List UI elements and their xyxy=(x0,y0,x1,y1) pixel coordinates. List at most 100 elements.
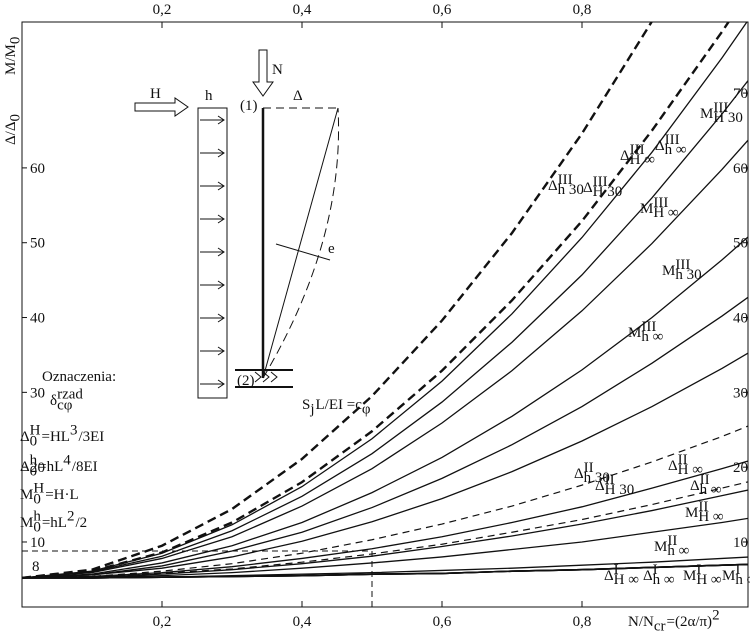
curve-label-sub: H ∞ xyxy=(614,572,639,588)
curve-label-sub: H 30 xyxy=(593,184,623,200)
load-arrow xyxy=(200,346,225,356)
curve-label-sup: II xyxy=(667,533,677,549)
curve-label: M xyxy=(654,539,667,555)
notes-title: Oznaczenia: xyxy=(42,369,116,385)
distributed-load xyxy=(200,115,225,389)
curve xyxy=(22,425,748,579)
curve-label: M xyxy=(700,106,713,122)
notes-item: =H·L xyxy=(45,487,78,503)
notes-item-sup: H xyxy=(33,481,44,497)
notes-item-sub: 0 xyxy=(33,492,41,508)
x-tick-label: 0,8 xyxy=(573,614,592,630)
notes-item-sup: h xyxy=(33,509,41,525)
curve xyxy=(22,489,748,579)
curve-label-sub: h ∞ xyxy=(667,543,689,559)
notes-item-sub: cφ xyxy=(57,398,73,414)
curve-label-sub: H ∞ xyxy=(698,509,723,525)
curve-label-sub: h 30 xyxy=(558,182,584,198)
chord xyxy=(262,107,339,379)
axial-arrow xyxy=(252,49,274,97)
column-diagram: H h N (1) (2) Δ e xyxy=(134,49,340,399)
curve-label-sup: III xyxy=(630,142,645,158)
curve-label-sub: h 30 xyxy=(675,267,701,283)
x-tick-label: 0,4 xyxy=(293,2,312,18)
x-axis-title: =(2α/π) xyxy=(667,614,713,630)
curve-label-sup: III xyxy=(558,172,573,188)
y-tick-label: 10 xyxy=(30,535,45,551)
load-arrow xyxy=(134,97,189,117)
notes-item: =hL xyxy=(38,459,63,475)
y-axis-title: M/M xyxy=(3,44,19,75)
curve xyxy=(22,22,653,580)
curve-label: Δ xyxy=(643,568,653,584)
notes-item: M xyxy=(20,515,33,531)
notes-item: Δ xyxy=(20,459,30,475)
load-arrow xyxy=(200,280,225,290)
y2-tick-label: 10 xyxy=(733,535,748,551)
x-tick-label: 0,6 xyxy=(433,614,452,630)
y2-tick-label: 60 xyxy=(733,161,748,177)
curve-label-sup: III xyxy=(675,257,690,273)
x-axis-title: N/N xyxy=(628,614,654,630)
x-tick-label: 0,2 xyxy=(153,614,172,630)
curve xyxy=(22,139,748,579)
curve-label-sub: h ∞ xyxy=(641,329,663,345)
curve-label-sub: H ∞ xyxy=(678,462,703,478)
curve-label-sub: h ∞ xyxy=(653,572,675,588)
load-arrow xyxy=(200,379,225,389)
curve-label: M xyxy=(683,568,696,584)
curve-label: M xyxy=(685,505,698,521)
curve xyxy=(22,517,748,579)
curve-label: M xyxy=(722,568,735,584)
y-axis-title: Δ/Δ xyxy=(3,121,19,145)
x-tick-label: 0,4 xyxy=(293,614,312,630)
curve-label: Δ xyxy=(583,180,593,196)
curve-label-sub: H ∞ xyxy=(696,572,721,588)
notes-item: /3EI xyxy=(78,429,104,445)
y-axis-title-sub: 0 xyxy=(8,37,24,45)
y-tick-label: 50 xyxy=(30,236,45,252)
curve-label-sub: H 30 xyxy=(605,482,635,498)
curves xyxy=(22,22,748,580)
spring-label-sub: φ xyxy=(362,402,371,418)
notes-item-sup: 3 xyxy=(70,423,78,439)
plot-frame xyxy=(21,21,749,608)
curve-label-sub: H ∞ xyxy=(653,205,678,221)
load-label: H xyxy=(150,86,161,102)
y-tick-label: 20 xyxy=(30,460,45,476)
load-arrow xyxy=(200,181,225,191)
curve-label: Δ xyxy=(574,466,584,482)
notes-item-sup: H xyxy=(30,423,41,439)
spring-label: S xyxy=(302,397,310,413)
spring-label-sub: j xyxy=(309,402,314,418)
load-arrow xyxy=(200,214,225,224)
spring-label: L/EI =c xyxy=(316,397,363,413)
curve xyxy=(22,352,748,579)
curve-label-sup: III xyxy=(641,319,656,335)
e-label: e xyxy=(328,241,335,257)
notes-item: Δ xyxy=(20,429,30,445)
curve-label-sub: h ∞ xyxy=(735,572,750,588)
load-label: h xyxy=(205,88,213,104)
curve xyxy=(22,460,748,579)
node-label: (2) xyxy=(237,373,255,389)
y-tick-label: 40 xyxy=(30,311,45,327)
curve xyxy=(22,296,748,579)
notes-item-sub: 0 xyxy=(33,520,41,536)
delta-label: Δ xyxy=(293,88,303,104)
curve-label-sub: h ∞ xyxy=(665,142,687,158)
notes-item-sup: 4 xyxy=(63,453,71,469)
notes-item-sub: 0 xyxy=(30,464,38,480)
curve-label-sub: H ∞ xyxy=(630,152,655,168)
y-axis-title: M/M0 xyxy=(3,37,24,75)
curve-label: Δ xyxy=(595,478,605,494)
curve-label-sup: III xyxy=(665,132,680,148)
notes-item: M xyxy=(20,487,33,503)
curve-label-sub: H 30 xyxy=(713,110,743,126)
curve-label-sup: I xyxy=(614,562,619,578)
load-arrow xyxy=(200,247,225,257)
notes-item-sup: rzad xyxy=(57,387,83,403)
x-axis-title-sup: 2 xyxy=(712,608,720,624)
load-arrow xyxy=(200,115,225,125)
curve-label: Δ xyxy=(604,568,614,584)
